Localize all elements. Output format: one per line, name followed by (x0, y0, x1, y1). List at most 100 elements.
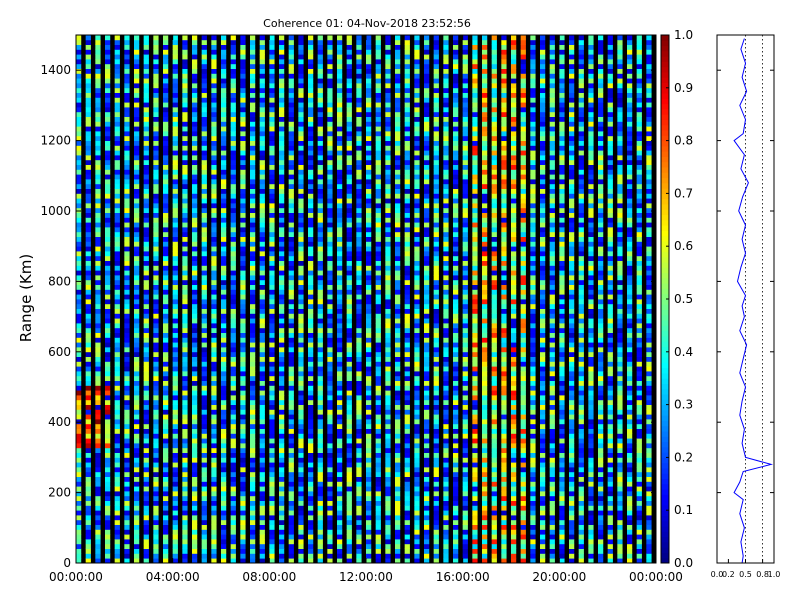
heatmap-cell (404, 251, 410, 257)
heatmap-cell (308, 457, 314, 463)
heatmap-cell (472, 543, 478, 549)
heatmap-cell (491, 54, 497, 60)
heatmap-cell (404, 68, 410, 74)
heatmap-cell (453, 68, 459, 74)
heatmap-cell (501, 121, 507, 127)
heatmap-cell (279, 203, 285, 209)
heatmap-cell (259, 380, 265, 386)
heatmap-cell (250, 419, 256, 425)
heatmap-cell (443, 313, 449, 319)
heatmap-cell (114, 318, 120, 324)
heatmap-cell (453, 395, 459, 401)
heatmap-cell (308, 323, 314, 329)
heatmap-cell (124, 121, 130, 127)
heatmap-cell (346, 193, 352, 199)
heatmap-cell (356, 107, 362, 113)
heatmap-cell (288, 107, 294, 113)
heatmap-cell (105, 236, 111, 242)
heatmap-cell (153, 284, 159, 290)
heatmap-cell (182, 121, 188, 127)
heatmap-cell (385, 246, 391, 252)
heatmap-cell (472, 495, 478, 501)
heatmap-cell (317, 510, 323, 516)
heatmap-cell (424, 543, 430, 549)
heatmap-cell (221, 361, 227, 367)
heatmap-cell (491, 303, 497, 309)
heatmap-cell (414, 145, 420, 151)
heatmap-cell (201, 510, 207, 516)
heatmap-cell (85, 44, 91, 50)
heatmap-cell (85, 73, 91, 79)
heatmap-cell (279, 491, 285, 497)
heatmap-cell (76, 380, 82, 386)
heatmap-cell (143, 327, 149, 333)
heatmap-cell (114, 203, 120, 209)
heatmap-cell (288, 428, 294, 434)
heatmap-cell (298, 395, 304, 401)
heatmap-cell (327, 308, 333, 314)
heatmap-cell (375, 486, 381, 492)
heatmap-cell (163, 380, 169, 386)
heatmap-cell (356, 275, 362, 281)
heatmap-cell (404, 467, 410, 473)
heatmap-cell (366, 380, 372, 386)
heatmap-cell (288, 203, 294, 209)
heatmap-cell (385, 303, 391, 309)
heatmap-cell (366, 198, 372, 204)
heatmap-cell (375, 308, 381, 314)
heatmap-cell (124, 303, 130, 309)
heatmap-cell (308, 49, 314, 55)
heatmap-cell (230, 534, 236, 540)
heatmap-cell (472, 294, 478, 300)
heatmap-cell (366, 59, 372, 65)
heatmap-cell (163, 534, 169, 540)
heatmap-cell (134, 423, 140, 429)
heatmap-cell (346, 145, 352, 151)
heatmap-cell (76, 179, 82, 185)
heatmap-cell (395, 179, 401, 185)
heatmap-cell (395, 174, 401, 180)
heatmap-cell (308, 529, 314, 535)
heatmap-cell (124, 337, 130, 343)
heatmap-cell (356, 452, 362, 458)
heatmap-cell (211, 366, 217, 372)
heatmap-cell (298, 366, 304, 372)
heatmap-cell (76, 558, 82, 564)
heatmap-cell (433, 212, 439, 218)
heatmap-cell (250, 284, 256, 290)
heatmap-cell (105, 505, 111, 511)
heatmap-cell (250, 83, 256, 89)
heatmap-cell (404, 135, 410, 141)
heatmap-cell (298, 174, 304, 180)
heatmap-cell (230, 558, 236, 564)
heatmap-cell (491, 313, 497, 319)
heatmap-cell (298, 97, 304, 103)
heatmap-cell (230, 198, 236, 204)
heatmap-cell (443, 351, 449, 357)
heatmap-cell (308, 59, 314, 65)
heatmap-cell (433, 495, 439, 501)
heatmap-cell (85, 356, 91, 362)
heatmap-cell (288, 534, 294, 540)
heatmap-cell (453, 462, 459, 468)
heatmap-cell (443, 116, 449, 122)
heatmap-cell (153, 327, 159, 333)
heatmap-cell (76, 467, 82, 473)
heatmap-cell (201, 39, 207, 45)
heatmap-cell (453, 246, 459, 252)
heatmap-cell (153, 111, 159, 117)
heatmap-cell (250, 356, 256, 362)
heatmap-cell (105, 107, 111, 113)
heatmap-cell (298, 44, 304, 50)
heatmap-cell (298, 500, 304, 506)
heatmap-cell (192, 500, 198, 506)
heatmap-cell (182, 515, 188, 521)
heatmap-cell (308, 270, 314, 276)
heatmap-cell (346, 294, 352, 300)
heatmap-cell (105, 515, 111, 521)
heatmap-cell (327, 150, 333, 156)
heatmap-cell (366, 438, 372, 444)
heatmap-cell (395, 145, 401, 151)
heatmap-cell (124, 433, 130, 439)
heatmap-cell (298, 385, 304, 391)
